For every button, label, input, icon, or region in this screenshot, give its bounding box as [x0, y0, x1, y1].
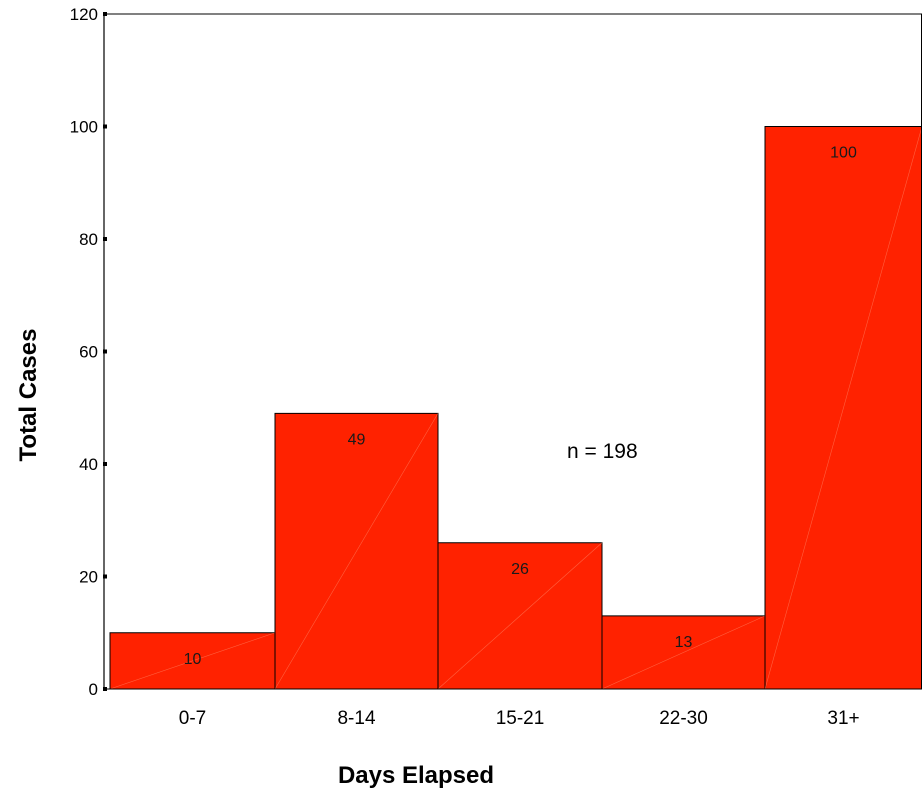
x-tick-label: 8-14: [337, 708, 375, 729]
y-tick-label: 80: [79, 230, 98, 249]
x-axis-title: Days Elapsed: [338, 762, 494, 789]
x-tick-label: 31+: [827, 708, 859, 729]
bar-shading-seam: [601, 615, 766, 690]
y-tick-mark: [103, 124, 107, 129]
y-tick-label: 20: [79, 568, 98, 587]
y-axis: 0 20 40 60 80 100 120: [70, 5, 107, 699]
y-tick-mark: [103, 237, 107, 241]
y-tick-label: 60: [79, 343, 98, 362]
bar-value-label: 49: [348, 431, 366, 448]
bar-value-label: 10: [184, 651, 202, 668]
bar-shading-seam: [109, 632, 276, 690]
x-axis-ticks: 0-7 8-14 15-21 22-30 31+: [179, 708, 860, 729]
y-tick-mark: [103, 574, 107, 579]
bar-shading-seam: [764, 126, 922, 690]
bar-shading-seam: [437, 542, 603, 690]
bar-shading-seam: [274, 413, 439, 690]
bar-value-label: 100: [830, 145, 857, 162]
y-tick-label: 100: [70, 118, 98, 137]
y-tick-label: 120: [70, 5, 98, 24]
y-tick-label: 0: [89, 680, 98, 699]
y-tick-mark: [103, 462, 107, 466]
bar-value-label: 26: [511, 561, 529, 578]
y-tick-mark: [103, 349, 107, 354]
y-tick-label: 40: [79, 455, 98, 474]
x-tick-label: 0-7: [179, 708, 206, 729]
bar-labels: 10 49 26 13 100: [184, 145, 857, 668]
x-tick-label: 15-21: [496, 708, 545, 729]
bars: [109, 126, 922, 690]
bar-value-label: 13: [675, 634, 693, 651]
y-axis-title: Total Cases: [15, 329, 42, 462]
sample-size-annotation: n = 198: [567, 440, 638, 463]
x-tick-label: 22-30: [659, 708, 708, 729]
